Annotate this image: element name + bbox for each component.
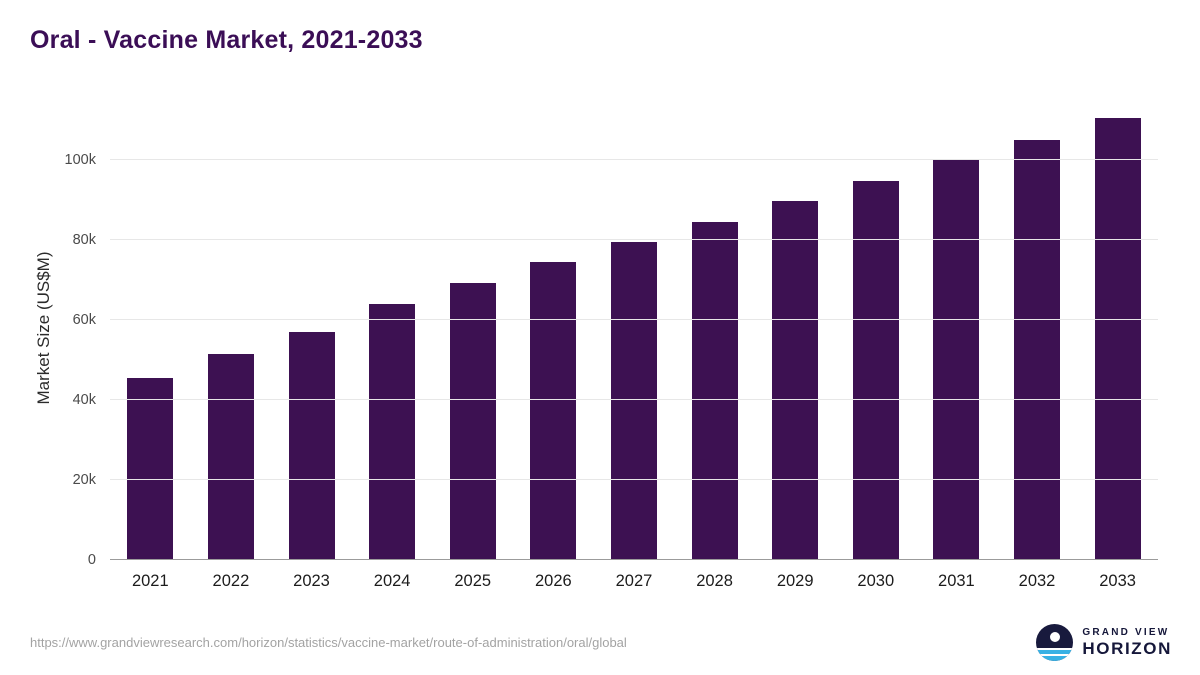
horizon-logo-icon — [1036, 624, 1074, 661]
bar-2027 — [610, 241, 657, 560]
brand-logo: GRAND VIEW HORIZON — [1036, 624, 1172, 661]
bar-slot-2033 — [1077, 100, 1158, 560]
gridline-20k — [110, 479, 1158, 480]
x-tick-label-2032: 2032 — [1018, 572, 1056, 590]
bar-2024 — [369, 304, 416, 560]
x-tick-label-2023: 2023 — [293, 572, 330, 590]
x-tick-label-2031: 2031 — [938, 572, 975, 590]
brand-name-line2: HORIZON — [1082, 638, 1172, 658]
water-stripes-icon — [1036, 648, 1074, 661]
bar-slot-2031 — [916, 100, 997, 560]
bar-slot-2030 — [835, 100, 916, 560]
chart-title: Oral - Vaccine Market, 2021-2033 — [30, 26, 423, 54]
gridline-100k — [110, 159, 1158, 160]
bar-2033 — [1094, 117, 1141, 560]
bar-2021 — [127, 378, 174, 560]
gridline-40k — [110, 399, 1158, 400]
x-tick-label-2026: 2026 — [534, 572, 572, 590]
x-tick-label-2024: 2024 — [373, 572, 411, 590]
y-tick-label-100k: 100k — [64, 152, 96, 168]
bars-row — [110, 100, 1158, 560]
gridline-60k — [110, 319, 1158, 320]
y-tick-label-40k: 40k — [72, 392, 96, 408]
y-tick-label-0: 0 — [87, 552, 96, 568]
bar-2025 — [449, 283, 496, 560]
x-tick-label-2028: 2028 — [696, 572, 733, 590]
gridline-80k — [110, 239, 1158, 240]
bar-slot-2026 — [513, 100, 594, 560]
bar-2026 — [530, 262, 577, 560]
bar-slot-2022 — [191, 100, 272, 560]
bar-2029 — [772, 201, 819, 560]
bar-2031 — [933, 160, 980, 560]
x-tick-label-2030: 2030 — [857, 572, 895, 590]
x-tick-label-2025: 2025 — [454, 572, 492, 590]
bar-2032 — [1014, 139, 1060, 560]
plot-area: 0 20k 40k 60k 80k 100k — [65, 100, 1158, 568]
bar-slot-2025 — [432, 100, 513, 560]
y-tick-label-20k: 20k — [72, 472, 96, 488]
bar-2030 — [852, 180, 899, 560]
gridline-0 — [110, 559, 1158, 560]
source-url: https://www.grandviewresearch.com/horizo… — [30, 635, 627, 650]
footer: https://www.grandviewresearch.com/horizo… — [30, 624, 1172, 661]
x-tick-label-2027: 2027 — [615, 572, 653, 590]
bar-slot-2021 — [110, 100, 191, 560]
brand-name-line1: GRAND VIEW — [1082, 626, 1170, 638]
brand-name: GRAND VIEW HORIZON — [1082, 627, 1172, 659]
x-tick-label-2022: 2022 — [212, 572, 250, 590]
y-tick-label-60k: 60k — [72, 312, 96, 328]
bar-2028 — [691, 221, 738, 560]
bar-slot-2023 — [271, 100, 352, 560]
bar-slot-2028 — [674, 100, 755, 560]
x-tick-label-2033: 2033 — [1099, 572, 1136, 590]
y-tick-label-80k: 80k — [72, 232, 96, 248]
bar-slot-2027 — [594, 100, 675, 560]
bar-slot-2024 — [352, 100, 433, 560]
sun-icon — [1049, 632, 1060, 642]
x-tick-label-2021: 2021 — [131, 572, 169, 590]
bar-2023 — [288, 331, 335, 560]
x-axis: 2021 2022 2023 2024 2025 2026 2027 2028 2029 2030… — [110, 572, 1158, 591]
bar-slot-2029 — [755, 100, 836, 560]
x-tick-label-2029: 2029 — [776, 572, 814, 590]
bar-slot-2032 — [997, 100, 1078, 560]
bar-2022 — [207, 354, 254, 560]
